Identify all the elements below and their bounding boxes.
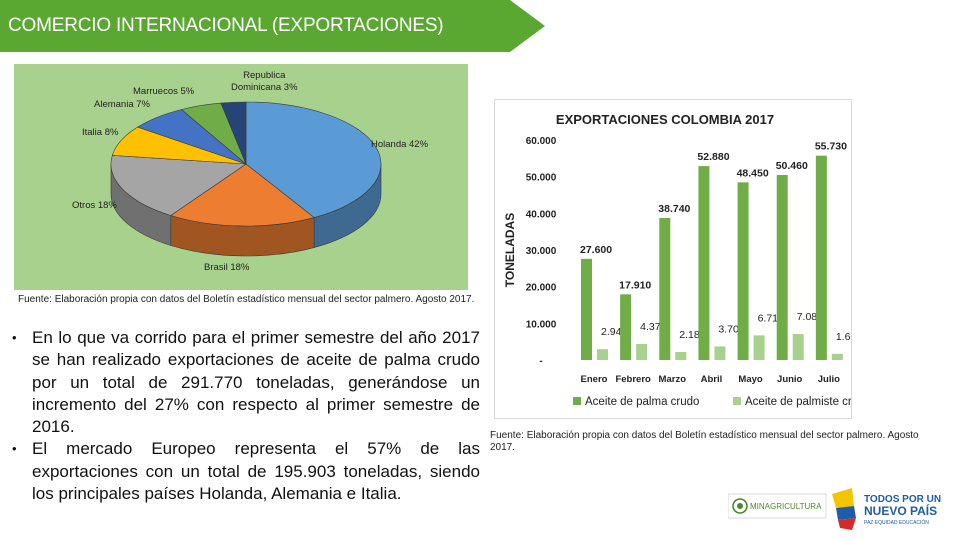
minagricultura-logo: MINAGRICULTURA	[728, 493, 827, 519]
data-label: 38.740	[658, 203, 690, 215]
pie-slice-2	[110, 155, 247, 216]
pie-label-otros: Otros 18%	[72, 200, 117, 211]
slogan-line3: PAZ EQUIDAD EDUCACIÓN	[864, 519, 929, 526]
bullet-item: • El mercado Europeo representa el 57% d…	[10, 438, 480, 505]
y-tick-label: 10.000	[526, 319, 557, 330]
government-logos: MINAGRICULTURA TODOS POR UN NUEVO PAÍS P…	[728, 488, 941, 530]
pie-label-republica-dominicana: Republica Dominicana 3%	[231, 70, 298, 94]
pie-slice-1	[170, 163, 315, 227]
pie-chart	[110, 101, 382, 257]
chart-title: EXPORTACIONES COLOMBIA 2017	[556, 112, 774, 127]
bar-palmiste-6	[831, 353, 843, 360]
y-tick-label: 30.000	[526, 246, 557, 257]
pie-label-alemania: Alemania 7%	[94, 99, 150, 110]
legend-label-1: Aceite de palmiste crudo	[745, 396, 851, 408]
pie-slice-0	[245, 101, 382, 218]
data-label: 48.450	[737, 167, 769, 179]
page-title: COMERCIO INTERNACIONAL (EXPORTACIONES)	[8, 15, 444, 36]
bar-palmiste-2	[675, 352, 687, 360]
bullet-item: • En lo que va corrido para el primer se…	[10, 327, 480, 438]
legend-swatch-0	[573, 397, 581, 405]
pie-label-marruecos: Marruecos 5%	[133, 86, 195, 97]
x-tick-label: Enero	[581, 374, 608, 385]
y-tick-label: 50.000	[526, 173, 557, 184]
y-tick-label: -	[539, 356, 542, 367]
bullet-text: En lo que va corrido para el primer seme…	[32, 328, 480, 437]
pie-label-brasil: Brasil 18%	[204, 262, 250, 273]
data-label: 52.880	[697, 151, 729, 163]
summary-bullets: • En lo que va corrido para el primer se…	[10, 327, 480, 505]
bullet-icon: •	[12, 441, 17, 457]
x-tick-label: Mayo	[738, 374, 762, 385]
bar-chart: EXPORTACIONES COLOMBIA 2017 TONELADAS - 10.…	[503, 112, 871, 408]
y-tick-label: 20.000	[526, 283, 557, 294]
bar-palma-5	[776, 174, 788, 360]
legend-swatch-1	[733, 397, 741, 405]
bar-palma-4	[737, 182, 749, 360]
pie-slice-6	[220, 101, 247, 165]
data-label: 50.460	[776, 160, 808, 172]
x-tick-label: Febrero	[615, 374, 651, 385]
bar-palma-6	[815, 155, 827, 360]
bullet-icon: •	[12, 330, 17, 345]
pie-label-republica-line1: Republica	[243, 70, 286, 81]
bar-palmiste-5	[792, 334, 804, 360]
pie-chart-panel: Marruecos 5% Alemania 7% Republica Domin…	[14, 64, 468, 290]
bar-source-note: Fuente: Elaboración propia con datos del…	[490, 430, 919, 453]
x-tick-label: Abril	[701, 374, 723, 385]
x-tick-label: Junio	[777, 374, 803, 385]
bar-palma-0	[581, 258, 592, 360]
bar-chart-panel: EXPORTACIONES COLOMBIA 2017 TONELADAS - 10.…	[494, 99, 871, 419]
y-axis-label: TONELADAS	[503, 213, 517, 287]
x-tick-label: Marzo	[659, 374, 687, 385]
pie-label-republica-line2: Dominicana 3%	[231, 82, 298, 93]
legend-label-0: Aceite de palma crudo	[585, 396, 699, 408]
bar-palmiste-4	[753, 335, 765, 360]
bar-palmiste-1	[636, 343, 648, 360]
data-label: 55.730	[815, 141, 847, 153]
pie-source-note: Fuente: Elaboración propia con datos del…	[18, 294, 475, 305]
pie-label-italia: Italia 8%	[82, 127, 119, 138]
data-label: 1.680	[836, 331, 851, 343]
slogan-line1: TODOS POR UN	[864, 494, 941, 505]
minagricultura-text: MINAGRICULTURA	[750, 502, 822, 511]
bar-palma-3	[698, 166, 710, 360]
header-banner	[0, 0, 545, 52]
bar-palma-1	[620, 294, 632, 360]
slogan-line2: NUEVO PAÍS	[864, 503, 937, 518]
data-label: 17.910	[619, 279, 651, 291]
bar-palmiste-0	[597, 349, 608, 360]
y-tick-label: 60.000	[526, 136, 557, 147]
bar-palma-2	[659, 217, 671, 360]
data-label: 27.600	[580, 244, 612, 256]
x-tick-label: Julio	[818, 374, 840, 385]
y-tick-label: 40.000	[526, 209, 557, 220]
bullet-text: El mercado Europeo representa el 57% de …	[32, 439, 480, 504]
todos-por-un-nuevo-pais-logo: TODOS POR UN NUEVO PAÍS PAZ EQUIDAD EDUC…	[832, 488, 941, 530]
pie-label-holanda: Holanda 42%	[371, 139, 429, 150]
bar-palmiste-3	[714, 346, 726, 360]
